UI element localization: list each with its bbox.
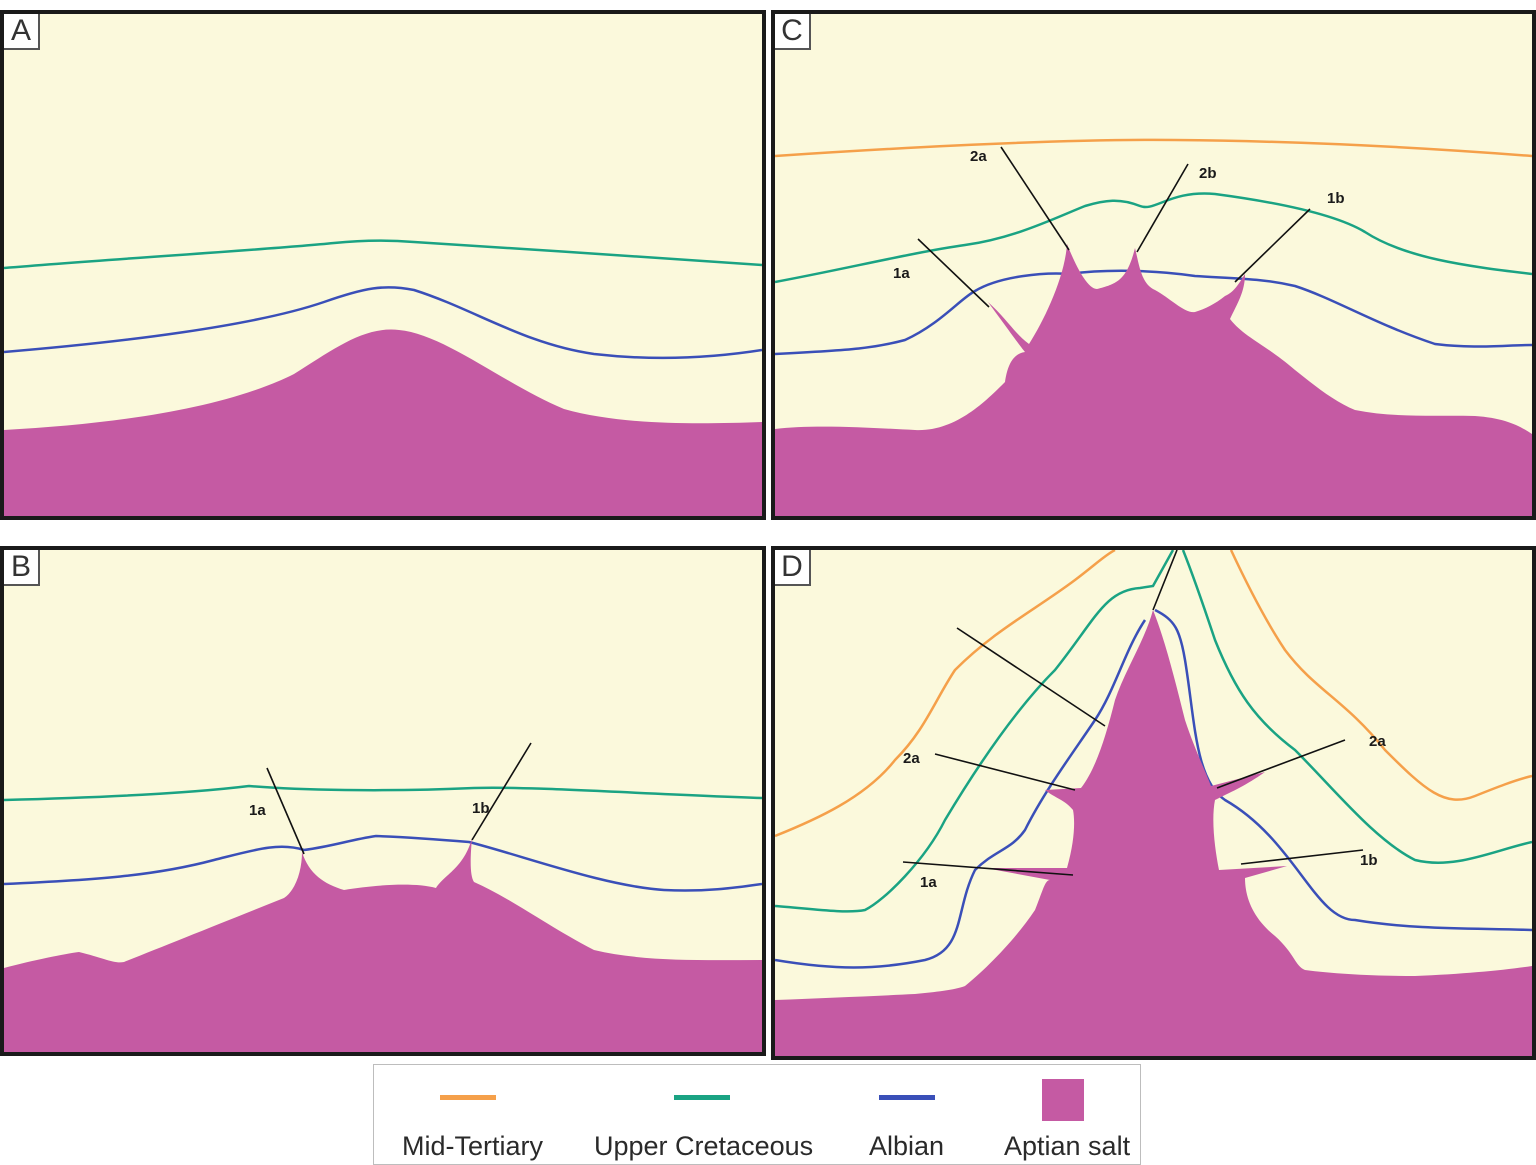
fault-label-1b: 1b xyxy=(1327,190,1345,207)
cross-section-b: 1a 1b xyxy=(4,742,762,1052)
panel-label-c: C xyxy=(775,14,811,50)
cross-section-a xyxy=(4,239,762,516)
fault-lines xyxy=(917,146,1311,308)
cross-section-c: 1a 1b 2a 2b xyxy=(775,138,1532,516)
fault-label-2a: 2a xyxy=(970,148,987,165)
panel-label-b: B xyxy=(4,550,40,586)
albian-horizon xyxy=(775,269,1532,356)
albian-horizon xyxy=(4,286,762,360)
mid-tertiary-horizon xyxy=(775,138,1532,158)
fault-lines xyxy=(266,742,532,855)
legend: Mid-Tertiary Upper Cretaceous Albian Apt… xyxy=(373,1064,1141,1165)
aptian-salt-body xyxy=(4,838,762,1052)
fault-label-1a: 1a xyxy=(249,802,266,819)
mid-tertiary-horizon-right xyxy=(1229,550,1532,801)
albian-horizon-left xyxy=(775,619,1147,969)
panel-b: B 1a 1b xyxy=(0,546,766,1056)
fault-label-1a: 1a xyxy=(920,874,937,891)
legend-label: Upper Cretaceous xyxy=(594,1131,814,1161)
fault-label-2b: 2b xyxy=(1199,165,1217,182)
upper-cretaceous-horizon xyxy=(4,784,762,802)
legend-label: Albian xyxy=(869,1131,945,1161)
fault-label-1b: 1b xyxy=(1360,852,1378,869)
aptian-salt-body xyxy=(775,610,1532,1056)
panel-a: A xyxy=(0,10,766,520)
fault-label-2a-right: 2a xyxy=(1369,733,1386,750)
upper-cretaceous-horizon-right xyxy=(1181,550,1532,864)
albian-horizon-right xyxy=(1154,608,1532,932)
upper-cretaceous-swatch xyxy=(674,1095,730,1100)
panel-c: C 1a 1b 2a 2b xyxy=(771,10,1536,520)
upper-cretaceous-horizon xyxy=(4,239,762,270)
legend-label: Mid-Tertiary xyxy=(402,1131,544,1161)
fault-label-1a: 1a xyxy=(893,265,910,282)
legend-label: Aptian salt xyxy=(1004,1131,1131,1161)
aptian-salt-body xyxy=(775,244,1532,516)
aptian-salt-swatch xyxy=(1042,1079,1084,1121)
panel-label-d: D xyxy=(775,550,811,586)
fault-label-1b: 1b xyxy=(472,800,490,817)
mid-tertiary-swatch xyxy=(440,1095,496,1100)
albian-swatch xyxy=(879,1095,935,1100)
fault-lines xyxy=(902,550,1364,876)
panel-d: D 1a 1b 2a 2a xyxy=(771,546,1536,1060)
cross-section-d: 1a 1b 2a 2a xyxy=(775,550,1532,1056)
upper-cretaceous-horizon xyxy=(775,192,1532,284)
mid-tertiary-horizon-left xyxy=(775,550,1116,838)
fault-label-2a-left: 2a xyxy=(903,750,920,767)
panel-label-a: A xyxy=(4,14,40,50)
aptian-salt-body xyxy=(4,329,762,516)
albian-horizon xyxy=(4,834,762,892)
upper-cretaceous-horizon-left xyxy=(775,550,1175,913)
